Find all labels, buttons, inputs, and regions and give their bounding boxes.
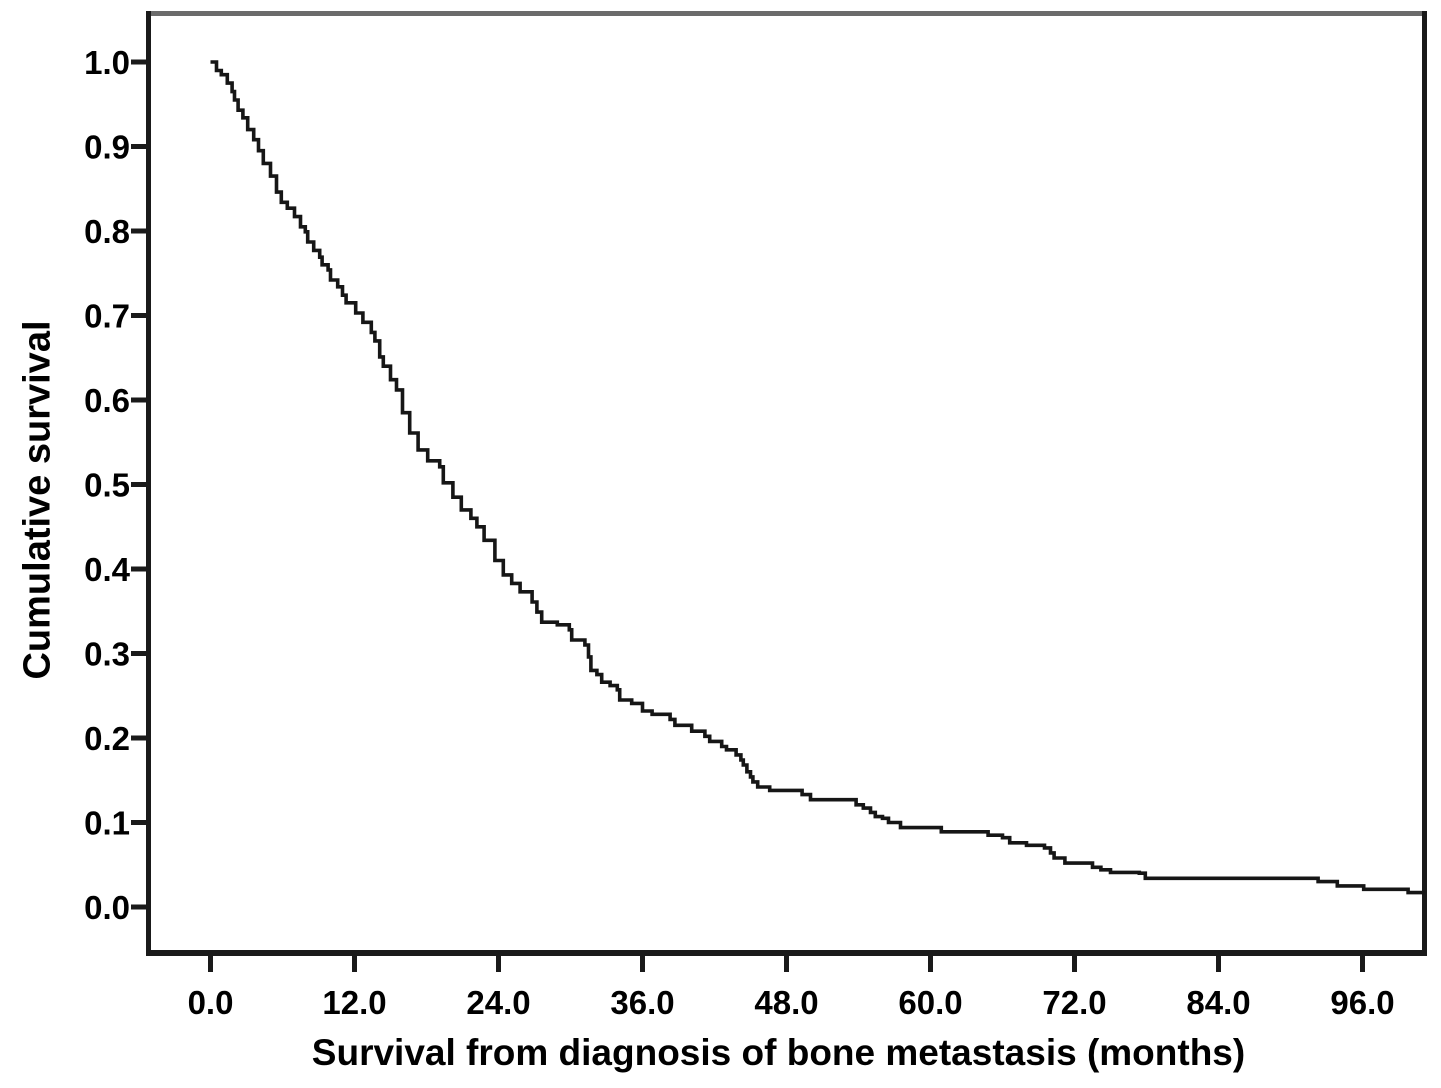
y-tick-label: 0.7	[84, 298, 130, 335]
x-tick-label: 0.0	[188, 984, 234, 1021]
y-axis-line	[146, 11, 151, 956]
y-axis-tick	[131, 735, 146, 741]
x-tick-label: 84.0	[1186, 984, 1250, 1021]
y-tick-label: 0.0	[84, 889, 130, 926]
y-tick-label: 0.4	[84, 551, 131, 588]
y-tick-label: 0.9	[84, 129, 130, 166]
y-axis-tick	[131, 397, 146, 403]
y-axis-tick	[131, 482, 146, 487]
y-axis-title: Cumulative survival	[16, 320, 59, 680]
y-tick-label: 0.8	[84, 213, 130, 250]
x-tick-label: 96.0	[1330, 984, 1394, 1021]
y-tick-label: 0.5	[84, 467, 130, 504]
y-tick-label: 0.2	[84, 720, 130, 757]
x-axis-line	[146, 950, 1427, 956]
plot-frame-top	[146, 11, 1427, 16]
y-axis-tick	[131, 651, 146, 656]
x-axis-tick	[1072, 956, 1077, 972]
y-axis-tick	[131, 313, 146, 318]
y-tick-label: 1.0	[84, 44, 130, 81]
y-axis-tick	[131, 820, 146, 825]
x-tick-label: 24.0	[466, 984, 530, 1021]
y-axis-tick	[131, 566, 146, 572]
x-axis-tick	[928, 956, 933, 972]
x-tick-label: 72.0	[1042, 984, 1106, 1021]
x-axis-tick	[496, 956, 501, 972]
x-axis-tick	[208, 956, 213, 972]
x-axis-tick	[1360, 956, 1365, 972]
x-axis-tick	[640, 956, 645, 972]
y-tick-label: 0.6	[84, 382, 130, 419]
x-axis-tick	[784, 956, 789, 972]
y-axis-tick	[131, 59, 146, 65]
survival-curve	[210, 60, 1425, 895]
x-axis-tick	[352, 956, 357, 972]
plot-frame-right	[1422, 11, 1427, 956]
y-axis-tick	[131, 144, 146, 149]
x-tick-label: 36.0	[610, 984, 674, 1021]
x-axis-title: Survival from diagnosis of bone metastas…	[311, 1032, 1246, 1073]
x-axis-tick	[1216, 956, 1221, 972]
x-tick-label: 60.0	[898, 984, 962, 1021]
y-axis-tick	[131, 904, 146, 910]
y-tick-label: 0.3	[84, 636, 130, 673]
x-tick-label: 12.0	[322, 984, 386, 1021]
y-axis-tick	[131, 228, 146, 234]
y-tick-label: 0.1	[84, 805, 130, 842]
x-tick-label: 48.0	[754, 984, 818, 1021]
